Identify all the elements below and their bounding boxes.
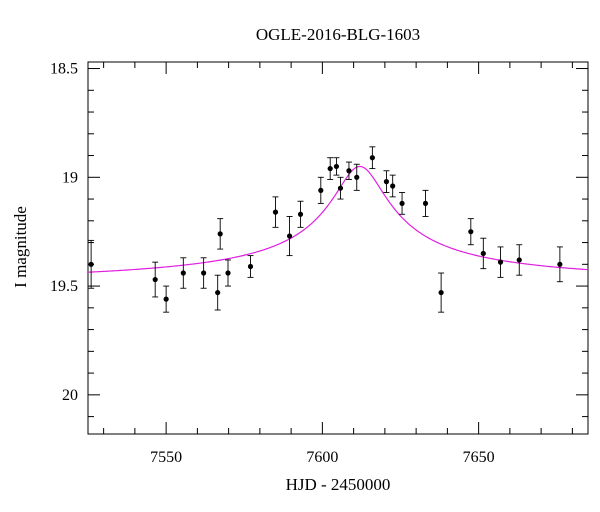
chart-title: OGLE-2016-BLG-1603 <box>256 25 420 44</box>
data-point <box>327 165 333 172</box>
data-point <box>297 211 304 217</box>
data-point <box>383 179 390 185</box>
data-point <box>480 250 486 257</box>
data-point <box>180 270 186 276</box>
data-point <box>557 261 563 267</box>
plot-area: 7550 7600 7650 18.5 19 19.5 20 <box>50 61 589 466</box>
data-point <box>354 174 360 180</box>
data-point <box>399 200 405 207</box>
data-point <box>497 259 504 265</box>
plot-frame <box>87 61 589 435</box>
data-point <box>438 289 444 296</box>
data-point <box>337 185 344 191</box>
data-point <box>163 296 169 302</box>
data-point <box>217 231 223 237</box>
data-point <box>88 261 94 267</box>
data-point <box>318 187 324 193</box>
data-point <box>201 270 207 276</box>
y-tick-label: 18.5 <box>50 61 78 78</box>
model-curve <box>87 165 589 273</box>
y-axis-label: I magnitude <box>11 206 30 288</box>
data-point <box>247 263 254 270</box>
data-point <box>152 276 158 283</box>
data-point <box>286 233 293 239</box>
y-tick-label: 19 <box>62 169 78 186</box>
x-tick-label: 7600 <box>306 449 338 466</box>
y-tick-label: 19.5 <box>50 278 78 295</box>
data-point <box>468 229 474 235</box>
data-point <box>346 168 352 174</box>
data-point <box>215 289 221 296</box>
data-point <box>333 163 340 170</box>
data-point <box>272 209 279 215</box>
x-tick-label: 7550 <box>150 449 182 466</box>
data-point <box>369 155 375 161</box>
y-tick-label: 20 <box>62 387 78 404</box>
x-axis-label: HJD - 2450000 <box>286 475 391 494</box>
data-point <box>225 270 231 276</box>
x-tick-label: 7650 <box>463 449 495 466</box>
data-point <box>390 183 396 189</box>
data-point <box>516 257 522 263</box>
data-point <box>422 200 429 207</box>
